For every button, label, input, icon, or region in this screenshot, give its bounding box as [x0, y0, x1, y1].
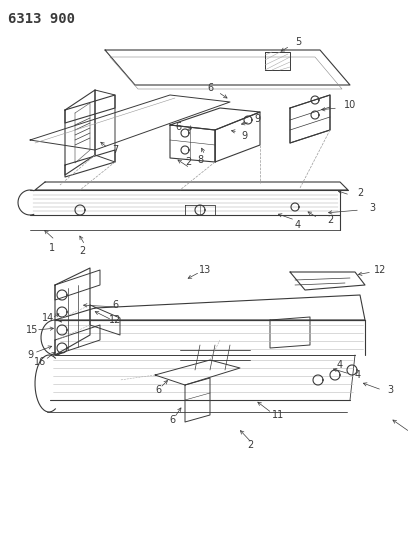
Text: 9: 9: [27, 350, 33, 360]
Text: 7: 7: [112, 145, 118, 155]
Text: 6: 6: [175, 122, 181, 132]
Text: 3: 3: [387, 385, 393, 395]
Text: 12: 12: [374, 265, 386, 275]
Text: 6: 6: [112, 300, 118, 310]
Text: 13: 13: [199, 265, 211, 275]
Text: 4: 4: [295, 220, 301, 230]
Text: 12: 12: [109, 315, 121, 325]
Text: 6313 900: 6313 900: [8, 12, 75, 26]
Text: 8: 8: [197, 155, 203, 165]
Text: 6: 6: [169, 415, 175, 425]
Text: 15: 15: [26, 325, 38, 335]
Text: 6: 6: [155, 385, 161, 395]
Text: 2: 2: [247, 440, 253, 450]
Text: 14: 14: [42, 313, 54, 323]
Text: 5: 5: [295, 37, 301, 47]
Text: 4: 4: [337, 360, 343, 370]
Text: 2: 2: [357, 188, 363, 198]
Text: 6: 6: [207, 83, 213, 93]
Text: 2: 2: [185, 157, 191, 167]
Text: 11: 11: [272, 410, 284, 420]
Text: 16: 16: [34, 357, 46, 367]
Text: 9: 9: [254, 114, 260, 124]
Text: 3: 3: [369, 203, 375, 213]
Text: 1: 1: [49, 243, 55, 253]
Text: 2: 2: [79, 246, 85, 256]
Text: 2: 2: [327, 215, 333, 225]
Text: 4: 4: [355, 370, 361, 380]
Text: 9: 9: [241, 131, 247, 141]
Text: 10: 10: [344, 100, 356, 110]
